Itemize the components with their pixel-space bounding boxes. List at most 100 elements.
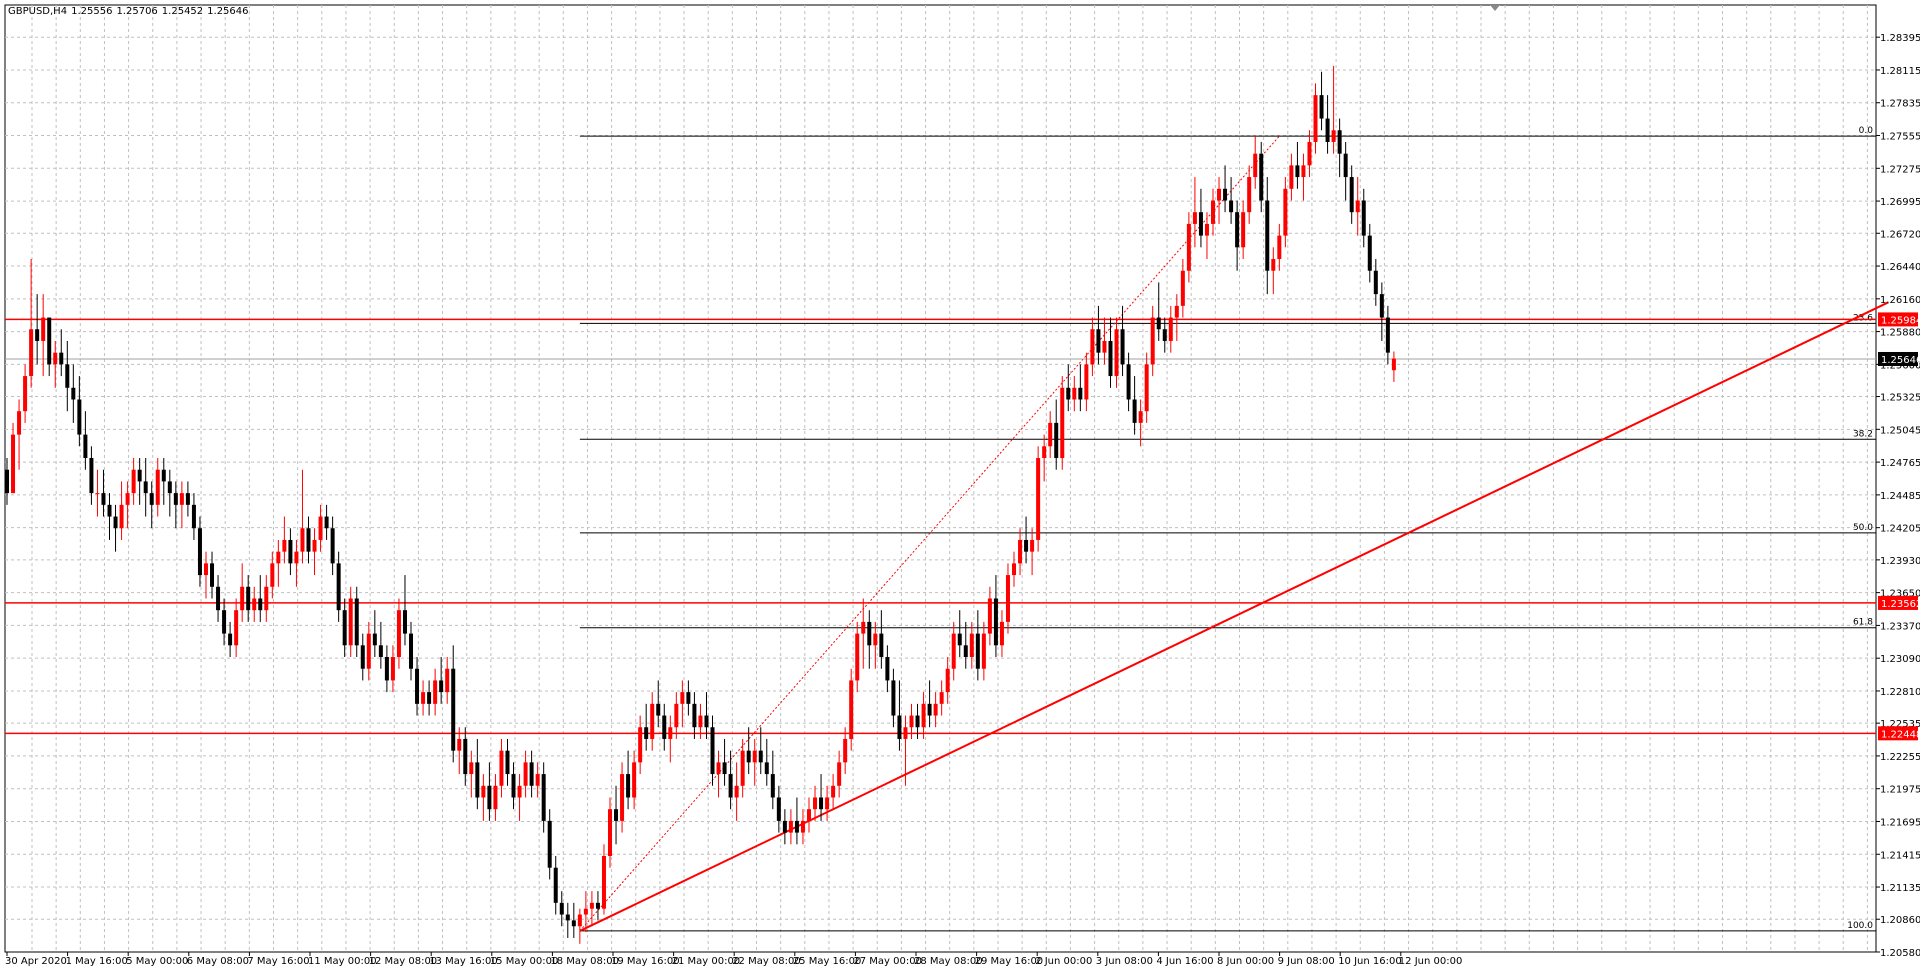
candle-body (632, 762, 637, 798)
bear-candle (975, 610, 980, 681)
bull-candle (312, 528, 317, 576)
price-tick-label: 1.27275 (1880, 164, 1920, 175)
price-tick-label: 1.24205 (1880, 524, 1920, 535)
bear-candle (137, 458, 142, 505)
bear-candle (1096, 305, 1101, 365)
candle-body (987, 598, 992, 634)
candle-body (378, 645, 383, 658)
candle-body (1247, 177, 1252, 213)
time-tick-label: 19 May 16:00 (611, 956, 680, 967)
bull-candle (1138, 399, 1143, 447)
price-tick-label: 1.24765 (1880, 458, 1920, 469)
bear-candle (89, 446, 94, 505)
candle-body (614, 809, 619, 821)
bull-candle (131, 458, 136, 505)
bear-candle (143, 458, 148, 517)
candle-body (71, 387, 76, 400)
bear-candle (595, 891, 600, 921)
bull-candle (638, 715, 643, 775)
fib-level-label: 61.8 (1853, 618, 1873, 628)
bull-candle (155, 458, 160, 517)
bear-candle (161, 458, 166, 505)
candle-body (1078, 387, 1083, 400)
plot-frame (4, 4, 1877, 953)
candle-body (35, 329, 40, 341)
candle-body (825, 797, 830, 810)
bear-candle (1295, 141, 1300, 189)
bear-candle (794, 797, 799, 845)
candle-body (119, 504, 124, 529)
time-tick-label: 15 May 00:00 (490, 956, 559, 967)
bull-candle (1307, 130, 1312, 178)
candle-body (1012, 563, 1017, 576)
bull-candle (843, 727, 848, 775)
candle-body (505, 750, 510, 775)
candle-body (601, 856, 606, 909)
time-tick-label: 25 May 16:00 (793, 956, 862, 967)
bull-candle (1289, 153, 1294, 201)
bull-candle (1331, 65, 1336, 154)
candle-body (644, 727, 649, 739)
candle-body (312, 539, 317, 552)
candle-body (734, 785, 739, 798)
candle-body (402, 610, 407, 634)
bear-candle (710, 715, 715, 786)
bull-candle (939, 680, 944, 716)
candle-body (710, 727, 715, 775)
candle-body (415, 668, 420, 704)
candle-body (1066, 387, 1071, 400)
candle-body (131, 469, 136, 494)
bear-candle (722, 738, 727, 786)
candle-body (879, 633, 884, 658)
candle-body (1138, 411, 1143, 423)
candle-body (764, 762, 769, 775)
bear-candle (1373, 259, 1378, 306)
bear-candle (1379, 282, 1384, 341)
bull-candle (589, 891, 594, 927)
bear-candle (65, 340, 70, 412)
bull-candle (921, 692, 926, 739)
time-tick-label: 12 Jun 00:00 (1399, 956, 1463, 967)
price-tick-label: 1.23370 (1880, 621, 1920, 632)
candle-body (909, 715, 914, 728)
candle-body (999, 621, 1004, 646)
candle-body (384, 657, 389, 681)
bull-candle (523, 750, 528, 798)
price-tick-label: 1.28395 (1880, 33, 1920, 44)
bear-candle (1343, 141, 1348, 201)
candle-body (1084, 364, 1089, 400)
candle-body (963, 645, 968, 658)
price-tick-label: 1.25325 (1880, 393, 1920, 404)
candle-body (1072, 387, 1077, 400)
candle-body (1313, 95, 1318, 142)
candle-body (203, 563, 208, 576)
candle-body (101, 493, 106, 505)
bull-candle (1277, 223, 1282, 271)
bull-candle (1150, 305, 1155, 377)
trendline (579, 301, 1889, 932)
bear-candle (1349, 165, 1354, 224)
bull-candle (945, 657, 950, 704)
candle-body (306, 528, 311, 552)
fib-level-label: 100.0 (1847, 921, 1873, 931)
candle-body (1379, 294, 1384, 318)
bear-candle (342, 598, 347, 658)
candle-body (873, 633, 878, 646)
candle-body (933, 703, 938, 716)
candle-body (336, 563, 341, 611)
bear-candle (246, 575, 251, 622)
candle-body (1108, 340, 1113, 377)
bear-candle (475, 738, 480, 810)
candle-body (511, 774, 516, 798)
bear-candle (306, 516, 311, 564)
bull-candle (294, 539, 299, 587)
candle-body (457, 738, 462, 751)
bear-candle (1054, 399, 1059, 470)
bull-candle (469, 750, 474, 798)
price-tick-label: 1.22255 (1880, 752, 1920, 763)
candle-body (716, 762, 721, 775)
bull-candle (276, 539, 281, 587)
bull-candle (855, 621, 860, 693)
